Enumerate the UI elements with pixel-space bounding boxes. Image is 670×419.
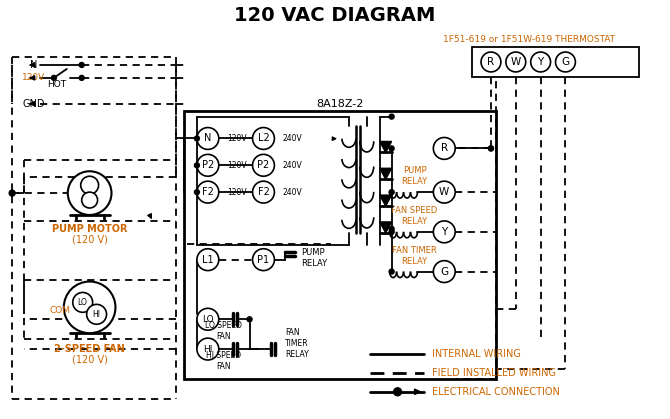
Circle shape — [197, 181, 219, 203]
Text: 240V: 240V — [282, 134, 302, 143]
Text: Y: Y — [441, 227, 448, 237]
Text: G: G — [440, 266, 448, 277]
Circle shape — [253, 181, 275, 203]
Circle shape — [506, 52, 526, 72]
Circle shape — [79, 75, 84, 80]
Polygon shape — [380, 168, 392, 179]
Text: GND: GND — [23, 99, 46, 109]
Circle shape — [433, 181, 455, 203]
Text: G: G — [561, 57, 569, 67]
Text: (120 V): (120 V) — [72, 355, 108, 365]
Text: R: R — [487, 57, 494, 67]
Circle shape — [79, 62, 84, 67]
Circle shape — [433, 221, 455, 243]
Circle shape — [488, 146, 493, 151]
Circle shape — [555, 52, 576, 72]
Text: P1: P1 — [257, 255, 269, 265]
Text: FAN
TIMER
RELAY: FAN TIMER RELAY — [285, 328, 309, 359]
Text: P2: P2 — [257, 160, 269, 170]
Bar — [472, 47, 639, 77]
Text: L1: L1 — [202, 255, 214, 265]
Text: LO SPEED
FAN: LO SPEED FAN — [205, 321, 243, 341]
Circle shape — [197, 127, 219, 150]
Bar — [184, 111, 496, 379]
Circle shape — [86, 304, 107, 324]
Polygon shape — [380, 142, 392, 153]
Text: 120V: 120V — [226, 188, 247, 197]
Circle shape — [253, 154, 275, 176]
Circle shape — [247, 317, 252, 322]
Text: F2: F2 — [257, 187, 269, 197]
Circle shape — [73, 292, 92, 312]
Text: N: N — [30, 60, 38, 70]
Text: FAN TIMER
RELAY: FAN TIMER RELAY — [392, 246, 437, 266]
Circle shape — [52, 75, 56, 80]
Text: HI: HI — [203, 344, 212, 354]
Circle shape — [194, 136, 200, 141]
Circle shape — [9, 190, 15, 196]
Circle shape — [194, 163, 200, 168]
Text: ELECTRICAL CONNECTION: ELECTRICAL CONNECTION — [432, 387, 560, 397]
Circle shape — [197, 154, 219, 176]
Text: 8A18Z-2: 8A18Z-2 — [316, 99, 364, 109]
Circle shape — [433, 137, 455, 159]
Circle shape — [389, 190, 394, 194]
Text: 120V: 120V — [22, 73, 46, 83]
Polygon shape — [380, 222, 392, 233]
Text: F2: F2 — [202, 187, 214, 197]
Circle shape — [389, 146, 394, 151]
Circle shape — [194, 190, 200, 194]
Circle shape — [253, 127, 275, 150]
Circle shape — [433, 261, 455, 282]
Text: INTERNAL WIRING: INTERNAL WIRING — [432, 349, 521, 359]
Circle shape — [389, 269, 394, 274]
Text: W: W — [439, 187, 450, 197]
Circle shape — [531, 52, 551, 72]
Circle shape — [64, 282, 115, 333]
Text: 2-SPEED FAN: 2-SPEED FAN — [54, 344, 125, 354]
Circle shape — [197, 338, 219, 360]
Text: Y: Y — [537, 57, 544, 67]
Text: 120V: 120V — [226, 134, 247, 143]
Polygon shape — [380, 195, 392, 206]
Text: HOT: HOT — [48, 80, 66, 89]
Circle shape — [82, 192, 98, 208]
Text: 120 VAC DIAGRAM: 120 VAC DIAGRAM — [234, 6, 436, 25]
Circle shape — [68, 171, 111, 215]
Circle shape — [197, 249, 219, 271]
Text: 1F51-619 or 1F51W-619 THERMOSTAT: 1F51-619 or 1F51W-619 THERMOSTAT — [443, 35, 614, 44]
Text: 120V: 120V — [226, 161, 247, 170]
Text: (120 V): (120 V) — [72, 235, 108, 245]
Text: FIELD INSTALLED WIRING: FIELD INSTALLED WIRING — [432, 368, 556, 378]
Text: HI SPEED
FAN: HI SPEED FAN — [206, 351, 241, 371]
Circle shape — [488, 146, 493, 151]
Circle shape — [389, 114, 394, 119]
Text: W: W — [511, 57, 521, 67]
Text: PUMP MOTOR: PUMP MOTOR — [52, 224, 127, 234]
Circle shape — [197, 308, 219, 330]
Text: P2: P2 — [202, 160, 214, 170]
Circle shape — [481, 52, 501, 72]
Text: PUMP
RELAY: PUMP RELAY — [302, 248, 328, 268]
Text: N: N — [204, 134, 212, 143]
Text: 240V: 240V — [282, 188, 302, 197]
Text: PUMP
RELAY: PUMP RELAY — [401, 166, 427, 186]
Circle shape — [389, 229, 394, 234]
Text: LO: LO — [78, 298, 88, 307]
Text: LO: LO — [202, 315, 214, 324]
Text: L2: L2 — [257, 134, 269, 143]
Text: 240V: 240V — [282, 161, 302, 170]
Circle shape — [253, 249, 275, 271]
Text: FAN SPEED
RELAY: FAN SPEED RELAY — [391, 206, 438, 226]
Circle shape — [389, 226, 394, 231]
Text: HI: HI — [92, 310, 100, 319]
Circle shape — [393, 388, 401, 396]
Text: R: R — [441, 143, 448, 153]
Circle shape — [80, 176, 98, 194]
Text: COM: COM — [50, 306, 70, 315]
